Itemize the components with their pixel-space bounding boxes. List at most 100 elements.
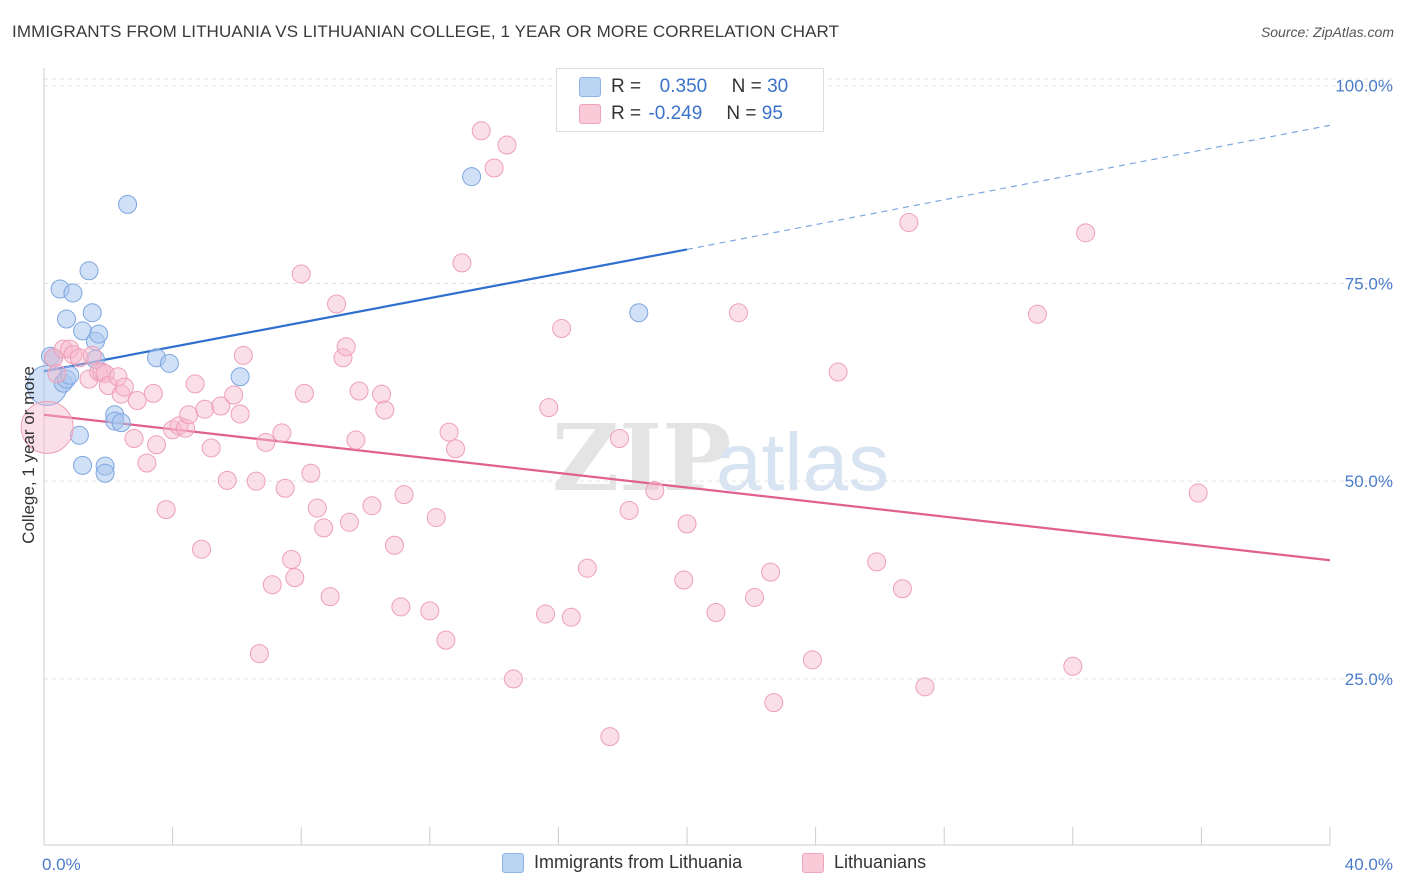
trend-line-immigrants xyxy=(44,249,687,371)
point-immigrants xyxy=(64,284,82,302)
y-tick-label: 75.0% xyxy=(1345,274,1393,293)
bottom-legend-swatch-blue xyxy=(502,853,524,873)
point-lithuanians xyxy=(273,424,291,442)
point-lithuanians xyxy=(803,651,821,669)
point-immigrants xyxy=(74,456,92,474)
point-lithuanians xyxy=(234,346,252,364)
point-lithuanians xyxy=(553,320,571,338)
point-lithuanians xyxy=(373,385,391,403)
point-lithuanians xyxy=(308,499,326,517)
point-lithuanians xyxy=(1189,484,1207,502)
point-lithuanians xyxy=(295,384,313,402)
point-lithuanians xyxy=(729,304,747,322)
point-lithuanians xyxy=(144,384,162,402)
point-lithuanians xyxy=(675,571,693,589)
point-lithuanians xyxy=(537,605,555,623)
y-tick-label: 50.0% xyxy=(1345,472,1393,491)
point-lithuanians xyxy=(1028,305,1046,323)
point-lithuanians xyxy=(180,406,198,424)
x-tick-label-max: 40.0% xyxy=(1345,855,1393,874)
point-immigrants xyxy=(160,354,178,372)
point-lithuanians xyxy=(247,472,265,490)
point-lithuanians xyxy=(125,429,143,447)
trend-line-immigrants-extension xyxy=(687,125,1330,249)
legend-row-lithuanians: R = -0.249 N = 95 xyxy=(579,101,783,127)
point-lithuanians xyxy=(395,486,413,504)
point-immigrants xyxy=(80,262,98,280)
point-lithuanians xyxy=(196,400,214,418)
watermark: ZIP atlas xyxy=(552,404,889,512)
point-lithuanians xyxy=(115,378,133,396)
point-lithuanians xyxy=(893,580,911,598)
point-immigrants xyxy=(58,310,76,328)
point-lithuanians xyxy=(540,399,558,417)
point-immigrants xyxy=(90,325,108,343)
point-immigrants xyxy=(630,304,648,322)
point-lithuanians xyxy=(765,694,783,712)
point-lithuanians xyxy=(868,553,886,571)
y-axis-label: College, 1 year or more xyxy=(19,366,38,544)
point-lithuanians xyxy=(421,602,439,620)
point-lithuanians xyxy=(610,429,628,447)
point-lithuanians xyxy=(504,670,522,688)
point-lithuanians xyxy=(138,454,156,472)
point-lithuanians xyxy=(746,588,764,606)
legend-r-value: 0.350 xyxy=(652,76,732,98)
point-lithuanians xyxy=(315,519,333,537)
point-lithuanians xyxy=(916,678,934,696)
legend-swatch-pink xyxy=(579,104,601,124)
legend-r-label: R = xyxy=(611,103,641,125)
legend-r-label: R = xyxy=(611,76,641,98)
point-lithuanians xyxy=(1064,657,1082,675)
legend-swatch-blue xyxy=(579,77,601,97)
bottom-legend-label: Lithuanians xyxy=(834,852,926,873)
bottom-legend-swatch-pink xyxy=(802,853,824,873)
point-lithuanians xyxy=(186,375,204,393)
legend-n-label: N = xyxy=(732,76,762,98)
point-lithuanians xyxy=(83,346,101,364)
point-lithuanians xyxy=(48,365,66,383)
x-tick-label-min: 0.0% xyxy=(42,855,81,874)
legend: R = 0.350 N = 30 R = -0.249 N = 95 xyxy=(556,68,824,132)
bottom-legend-lithuanians: Lithuanians xyxy=(802,852,926,873)
point-lithuanians xyxy=(340,513,358,531)
point-lithuanians xyxy=(148,436,166,454)
point-lithuanians xyxy=(363,497,381,515)
point-lithuanians xyxy=(485,159,503,177)
point-lithuanians xyxy=(453,254,471,272)
point-lithuanians xyxy=(263,576,281,594)
legend-n-value: 30 xyxy=(767,76,788,98)
point-immigrants xyxy=(463,168,481,186)
point-lithuanians xyxy=(276,479,294,497)
point-lithuanians xyxy=(900,214,918,232)
point-lithuanians xyxy=(829,363,847,381)
legend-n-label: N = xyxy=(726,103,756,125)
point-immigrants xyxy=(119,195,137,213)
point-lithuanians xyxy=(472,122,490,140)
point-lithuanians xyxy=(601,728,619,746)
point-lithuanians xyxy=(498,136,516,154)
point-lithuanians xyxy=(218,471,236,489)
point-lithuanians xyxy=(427,509,445,527)
point-lithuanians xyxy=(337,338,355,356)
point-lithuanians xyxy=(437,631,455,649)
point-lithuanians xyxy=(1077,224,1095,242)
data-points xyxy=(21,122,1207,746)
point-lithuanians xyxy=(707,603,725,621)
point-lithuanians xyxy=(292,265,310,283)
point-lithuanians xyxy=(283,550,301,568)
point-lithuanians xyxy=(678,515,696,533)
point-lithuanians xyxy=(347,431,365,449)
point-lithuanians xyxy=(321,588,339,606)
bottom-legend-immigrants: Immigrants from Lithuania xyxy=(502,852,742,873)
point-lithuanians xyxy=(157,501,175,519)
point-immigrants xyxy=(83,304,101,322)
point-lithuanians xyxy=(392,598,410,616)
legend-r-value: -0.249 xyxy=(646,103,726,125)
point-lithuanians xyxy=(231,405,249,423)
point-lithuanians xyxy=(350,382,368,400)
point-lithuanians xyxy=(328,295,346,313)
bottom-legend-label: Immigrants from Lithuania xyxy=(534,852,742,873)
point-immigrants xyxy=(96,464,114,482)
